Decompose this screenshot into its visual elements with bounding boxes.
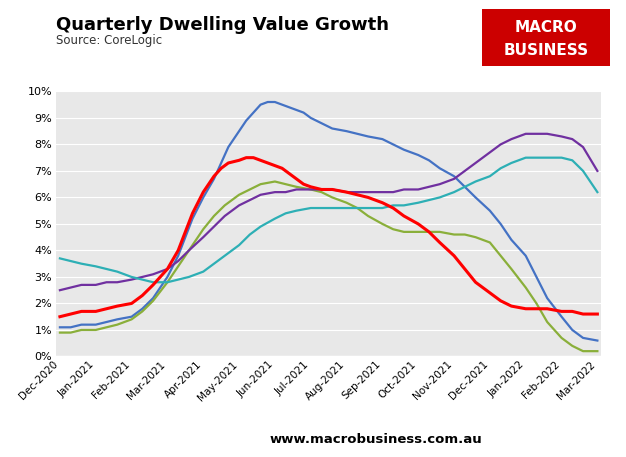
Text: MACRO: MACRO (515, 20, 578, 35)
Text: Source: CoreLogic: Source: CoreLogic (56, 34, 163, 47)
Text: www.macrobusiness.com.au: www.macrobusiness.com.au (269, 433, 482, 446)
Text: Quarterly Dwelling Value Growth: Quarterly Dwelling Value Growth (56, 16, 389, 34)
Text: BUSINESS: BUSINESS (504, 43, 588, 58)
